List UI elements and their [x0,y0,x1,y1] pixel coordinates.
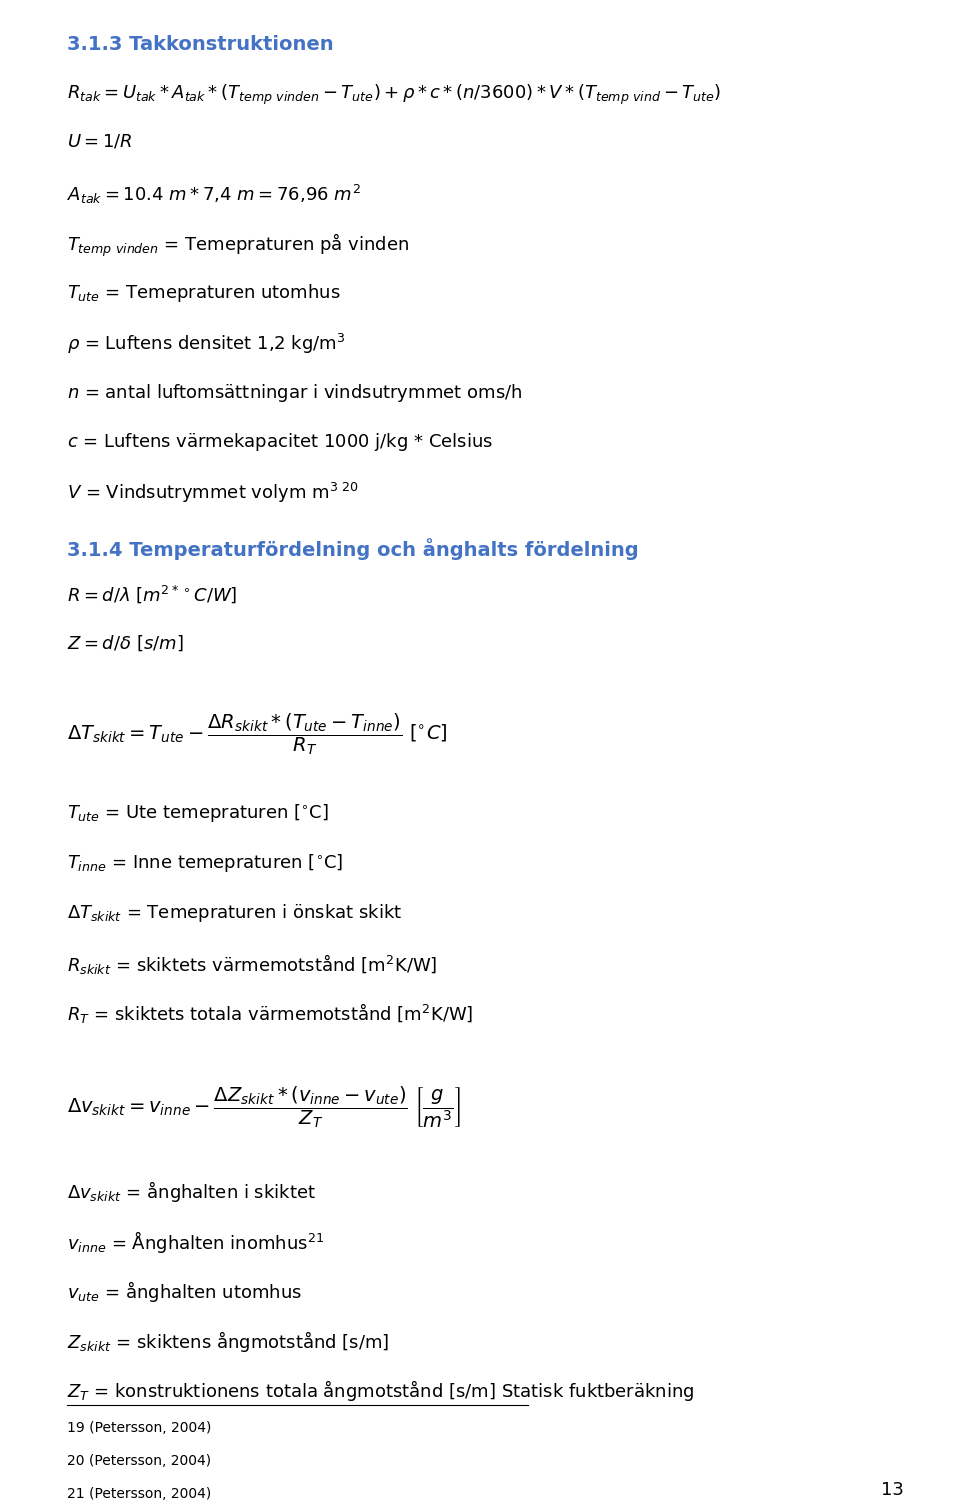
Text: 19 (Petersson, 2004): 19 (Petersson, 2004) [67,1421,211,1434]
Text: $R = d/\lambda\ [m^{2*\circ}C/W]$: $R = d/\lambda\ [m^{2*\circ}C/W]$ [67,584,238,605]
Text: $A_{tak} = 10.4\ m * 7{,}4\ m = 76{,}96\ m^2$: $A_{tak} = 10.4\ m * 7{,}4\ m = 76{,}96\… [67,182,361,205]
Text: $Z = d/\delta\ [s/m]$: $Z = d/\delta\ [s/m]$ [67,633,184,653]
Text: $\Delta v_{skikt}$ = ånghalten i skiktet: $\Delta v_{skikt}$ = ånghalten i skiktet [67,1179,316,1205]
Text: $v_{inne}$ = Ånghalten inomhus$^{21}$: $v_{inne}$ = Ånghalten inomhus$^{21}$ [67,1229,324,1255]
Text: 20 (Petersson, 2004): 20 (Petersson, 2004) [67,1454,211,1467]
Text: $\Delta T_{skikt}$ = Temepraturen i önskat skikt: $\Delta T_{skikt}$ = Temepraturen i önsk… [67,902,402,924]
Text: $n$ = antal luftomsättningar i vindsutrymmet oms/h: $n$ = antal luftomsättningar i vindsutry… [67,382,522,404]
Text: $c$ = Luftens värmekapacitet 1000 j/kg * Celsius: $c$ = Luftens värmekapacitet 1000 j/kg *… [67,431,493,454]
Text: $Z_{skikt}$ = skiktens ångmotstånd [s/m]: $Z_{skikt}$ = skiktens ångmotstånd [s/m] [67,1329,390,1354]
Text: $Z_T$ = konstruktionens totala ångmotstånd [s/m] Statisk fuktberäkning: $Z_T$ = konstruktionens totala ångmotstå… [67,1378,695,1404]
Text: $T_{ute}$ = Temepraturen utomhus: $T_{ute}$ = Temepraturen utomhus [67,282,341,305]
Text: $\Delta T_{skikt} = T_{ute} - \dfrac{\Delta R_{skikt} * (T_{ute} - T_{inne})}{R_: $\Delta T_{skikt} = T_{ute} - \dfrac{\De… [67,712,447,757]
Text: $v_{ute}$ = ånghalten utomhus: $v_{ute}$ = ånghalten utomhus [67,1279,302,1304]
Text: $\Delta v_{skikt} = v_{inne} - \dfrac{\Delta Z_{skikt} * (v_{inne} - v_{ute})}{Z: $\Delta v_{skikt} = v_{inne} - \dfrac{\D… [67,1084,461,1129]
Text: 21 (Petersson, 2004): 21 (Petersson, 2004) [67,1487,211,1500]
Text: $\rho$ = Luftens densitet 1,2 kg/m$^3$: $\rho$ = Luftens densitet 1,2 kg/m$^3$ [67,332,346,356]
Text: 3.1.3 Takkonstruktionen: 3.1.3 Takkonstruktionen [67,35,334,54]
Text: $V$ = Vindsutrymmet volym m$^{3\ 20}$: $V$ = Vindsutrymmet volym m$^{3\ 20}$ [67,481,359,505]
Text: $U = 1/R$: $U = 1/R$ [67,133,132,151]
Text: 3.1.4 Temperaturfördelning och ånghalts fördelning: 3.1.4 Temperaturfördelning och ånghalts … [67,538,638,561]
Text: $R_T$ = skiktets totala värmemotstånd [m$^2$K/W]: $R_T$ = skiktets totala värmemotstånd [m… [67,1001,473,1025]
Text: $T_{inne}$ = Inne temepraturen [$^{\circ}$C]: $T_{inne}$ = Inne temepraturen [$^{\circ… [67,852,344,875]
Text: $R_{skikt}$ = skiktets värmemotstånd [m$^2$K/W]: $R_{skikt}$ = skiktets värmemotstånd [m$… [67,952,438,976]
Text: $T_{temp\ vinden}$ = Temepraturen på vinden: $T_{temp\ vinden}$ = Temepraturen på vin… [67,232,409,259]
Text: 13: 13 [881,1481,904,1499]
Text: $R_{tak} = U_{tak}*A_{tak}*(T_{temp\ vinden}-T_{ute}) + \rho*c*(n/3600)*V*(T_{te: $R_{tak} = U_{tak}*A_{tak}*(T_{temp\ vin… [67,83,722,107]
Text: $T_{ute}$ = Ute temepraturen [$^{\circ}$C]: $T_{ute}$ = Ute temepraturen [$^{\circ}$… [67,802,329,825]
